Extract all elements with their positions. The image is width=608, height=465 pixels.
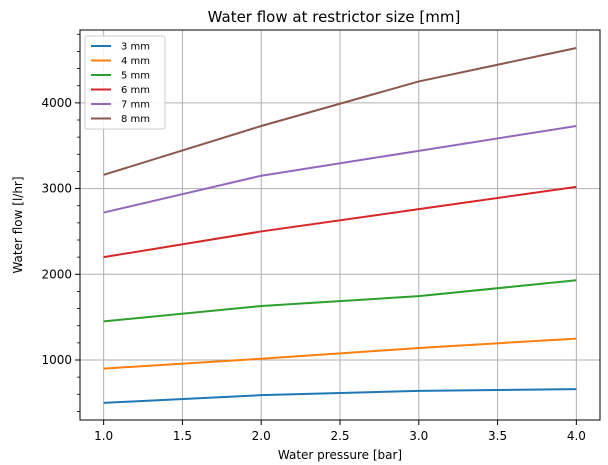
legend-box [84, 35, 166, 130]
y-axis-label: Water flow [l/hr] [11, 176, 25, 273]
x-axis-ticks: 1.0 1.5 2.0 2.5 3.0 3.5 4.0 [94, 420, 586, 443]
y-tick-label: 3000 [41, 182, 72, 196]
y-axis-ticks: 1000 2000 3000 4000 [41, 33, 80, 412]
legend-label: 4 mm [121, 56, 150, 67]
series-line [103, 185, 577, 259]
legend-label: 8 mm [121, 114, 150, 125]
series-line [103, 125, 577, 214]
x-tick-label: 2.0 [252, 429, 271, 443]
x-axis-label: Water pressure [bar] [278, 448, 402, 462]
legend-label: 6 mm [121, 85, 150, 96]
y-tick-label: 4000 [41, 96, 72, 110]
series-line [103, 279, 577, 323]
legend-label: 7 mm [121, 100, 150, 111]
x-tick-label: 1.0 [94, 429, 113, 443]
series-line [103, 337, 577, 370]
x-tick-label: 1.5 [173, 429, 192, 443]
y-tick-label: 1000 [41, 353, 72, 367]
chart-title: Water flow at restrictor size [mm] [208, 8, 461, 26]
x-tick-label: 2.5 [330, 429, 349, 443]
legend: 3 mm 4 mm 5 mm 6 mm 7 mm 8 mm [84, 35, 166, 130]
legend-label: 3 mm [121, 42, 150, 53]
x-tick-label: 3.0 [409, 429, 428, 443]
legend-label: 5 mm [121, 71, 150, 82]
x-tick-label: 3.5 [488, 429, 507, 443]
x-tick-label: 4.0 [567, 429, 586, 443]
grid-lines [80, 30, 600, 420]
series-lines [103, 47, 577, 404]
series-line [103, 47, 577, 176]
y-tick-label: 2000 [41, 267, 72, 281]
series-line [103, 388, 577, 404]
